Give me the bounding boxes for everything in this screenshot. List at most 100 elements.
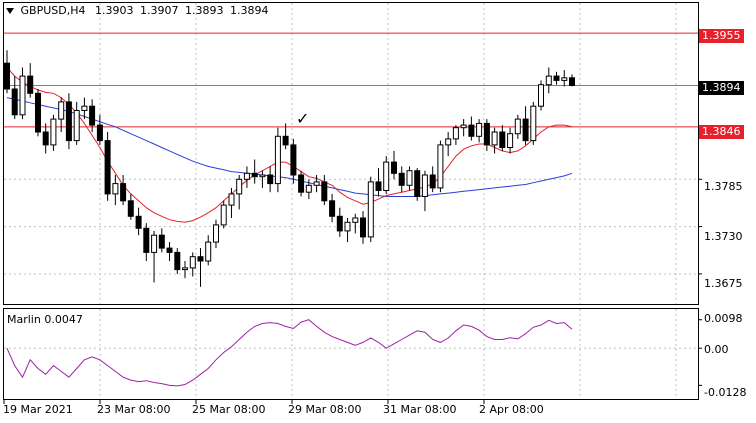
bearish-candle [298,174,305,193]
price-chart-svg[interactable]: ✓ [0,0,756,305]
bullish-candle [383,161,390,192]
bullish-candle [367,181,374,238]
bearish-candle [375,181,382,191]
bullish-candle [507,133,514,148]
low-value: 1.3893 [184,4,224,17]
indicator-tick-label: -0.0128 [704,386,747,399]
indicator-grid [4,309,702,399]
bearish-candle [499,131,506,148]
check-icon: ✓ [296,109,309,128]
bullish-candle [274,135,281,185]
bearish-candle [120,183,127,202]
bullish-candle [19,75,26,116]
time-label: 2 Apr 08:00 [479,403,544,416]
price-tick-label: 1.3730 [704,230,743,243]
bullish-candle [205,241,212,262]
bearish-candle [11,88,18,116]
indicator-chart-svg[interactable] [0,307,756,402]
bullish-candle [189,256,196,269]
indicator-plot-frame [3,308,699,400]
fast-moving-average-line [6,67,573,223]
bearish-candle [429,174,436,189]
price-tick-label: 1.3785 [704,180,743,193]
bearish-candle [65,101,72,142]
bearish-candle [290,144,297,176]
current-price-badge: 1.3894 [699,81,744,95]
bearish-candle [391,161,397,174]
bullish-candle [530,105,537,142]
time-label: 23 Mar 08:00 [97,403,171,416]
bearish-candle [135,215,142,229]
bearish-candle [127,200,134,217]
collapse-triangle-icon [6,8,14,14]
candles [4,50,575,287]
bullish-candle [460,124,467,129]
bullish-candle [421,174,428,197]
bearish-candle [35,92,41,133]
bullish-candle [452,127,459,140]
bullish-candle [151,234,158,253]
bearish-candle [166,247,173,253]
bearish-candle [96,124,103,142]
moving-averages [6,67,573,223]
high-value: 1.3907 [139,4,179,17]
indicator-line [6,319,573,387]
time-label: 31 Mar 08:00 [383,403,457,416]
bullish-candle [73,110,80,142]
bullish-candle [561,77,568,81]
bearish-candle [143,227,150,253]
indicator-panel[interactable]: Marlin 0.0047 0.0098 0.00 -0.0128 [0,307,756,402]
price-chart-panel[interactable]: ✓ GBPUSD,H4 1.3903 1.3907 1.3893 1.3894 … [0,0,756,305]
bearish-candle [42,131,49,146]
price-tick-label: 1.3675 [704,277,743,290]
bearish-candle [569,77,575,87]
bullish-candle [352,217,359,223]
bearish-candle [251,172,258,178]
slow-moving-average-line [6,97,573,197]
bearish-candle [197,256,204,262]
bearish-candle [321,181,328,202]
bearish-candle [336,215,343,232]
bullish-candle [305,184,312,193]
open-value: 1.3903 [94,4,134,17]
bullish-candle [213,224,219,243]
bearish-candle [89,105,96,126]
bullish-candle [545,75,552,86]
bearish-candle [27,75,34,94]
bullish-candle [236,178,243,195]
bullish-candle [228,193,235,206]
indicator-tick-label: 0.00 [704,343,729,356]
bearish-candle [267,174,274,185]
bullish-candle [437,144,444,189]
time-axis: 19 Mar 2021 23 Mar 08:00 25 Mar 08:00 29… [0,400,756,423]
level-low-badge: 1.3846 [699,125,744,139]
bearish-candle [468,124,475,137]
bearish-candle [174,251,181,271]
bullish-candle [445,138,452,146]
bullish-candle [313,181,320,186]
bullish-candle [259,174,266,178]
bullish-candle [182,267,188,271]
marlin-oscillator-line [6,319,573,387]
bullish-candle [538,84,544,107]
time-tick-marks [3,400,485,404]
bearish-candle [398,172,405,186]
bearish-candle [104,140,111,195]
bullish-candle [50,118,57,146]
bullish-candle [491,131,498,146]
bullish-candle [112,183,119,195]
bearish-candle [414,170,421,197]
bullish-candle [406,170,413,186]
level-high-badge: 1.3955 [699,29,744,43]
bullish-candle [81,105,88,111]
bearish-candle [553,75,560,81]
chart-header: GBPUSD,H4 1.3903 1.3907 1.3893 1.3894 [6,4,268,17]
symbol-label: GBPUSD,H4 [20,4,86,17]
time-label: 29 Mar 08:00 [288,403,362,416]
bearish-candle [282,135,289,146]
bearish-candle [483,122,490,146]
bullish-candle [344,221,351,232]
time-label: 25 Mar 08:00 [192,403,266,416]
indicator-tick-label: 0.0098 [704,312,743,325]
bearish-candle [4,62,10,90]
